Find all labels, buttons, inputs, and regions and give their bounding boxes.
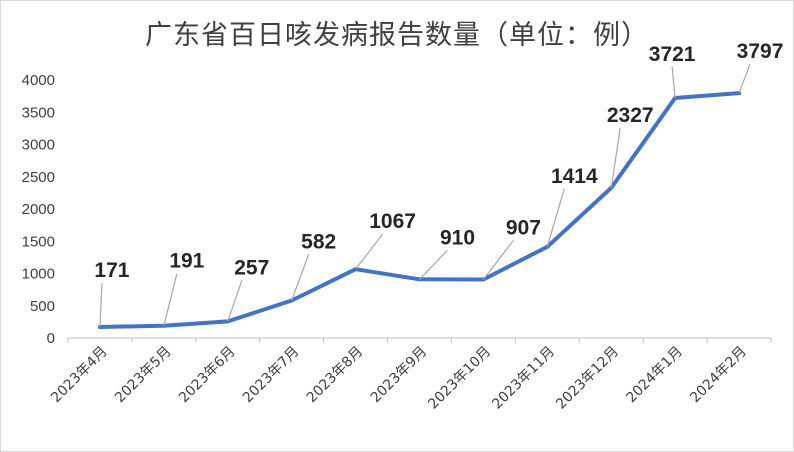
x-tick-label: 2023年11月 — [489, 344, 558, 413]
x-tick-label: 2023年7月 — [240, 344, 303, 407]
data-label: 3721 — [649, 43, 696, 66]
chart-title: 广东省百日咳发病报告数量（单位：例） — [145, 20, 649, 51]
y-tick-label: 3500 — [22, 104, 55, 121]
y-tick-label: 2500 — [22, 169, 55, 186]
data-label: 910 — [440, 226, 475, 249]
data-label: 191 — [169, 250, 204, 273]
data-label: 171 — [94, 259, 129, 282]
leader-line — [546, 188, 565, 247]
data-label: 2327 — [607, 104, 654, 127]
y-tick-label: 0 — [47, 330, 55, 347]
leader-line — [291, 254, 310, 301]
y-tick-label: 1000 — [22, 266, 55, 283]
leader-line — [671, 66, 676, 99]
leader-line — [738, 63, 751, 94]
y-tick-label: 1500 — [22, 233, 55, 250]
data-label: 907 — [506, 216, 541, 239]
x-tick-label: 2023年9月 — [368, 344, 431, 407]
y-tick-label: 3000 — [22, 137, 55, 154]
leader-line — [355, 233, 384, 270]
x-tick-label: 2023年4月 — [48, 344, 111, 407]
leader-line — [610, 127, 621, 188]
leader-line — [163, 273, 178, 326]
x-tick-label: 2023年5月 — [112, 344, 175, 407]
x-tick-label: 2023年8月 — [304, 344, 367, 407]
data-labels: 171 191 257 582 1067 910 907 1414 2327 3721 3797 — [94, 40, 783, 327]
y-tick-label: 2000 — [22, 201, 55, 218]
x-tick-label: 2023年6月 — [176, 344, 239, 407]
x-tick-label: 2024年2月 — [687, 344, 750, 407]
leader-line — [482, 240, 514, 280]
data-label: 1067 — [369, 210, 416, 233]
leader-line — [227, 280, 243, 322]
series-line — [98, 91, 741, 329]
data-label: 1414 — [551, 165, 598, 188]
x-tick-label: 2023年10月 — [425, 344, 494, 413]
data-label: 3797 — [737, 40, 784, 63]
leader-line — [419, 249, 448, 280]
y-tick-label: 4000 — [22, 72, 55, 89]
data-label: 257 — [234, 256, 269, 279]
leader-line — [99, 282, 103, 327]
x-tick-label: 2023年12月 — [553, 344, 622, 413]
data-label: 582 — [301, 230, 336, 253]
y-tick-label: 500 — [30, 298, 55, 315]
x-tick-label: 2024年1月 — [623, 344, 686, 407]
